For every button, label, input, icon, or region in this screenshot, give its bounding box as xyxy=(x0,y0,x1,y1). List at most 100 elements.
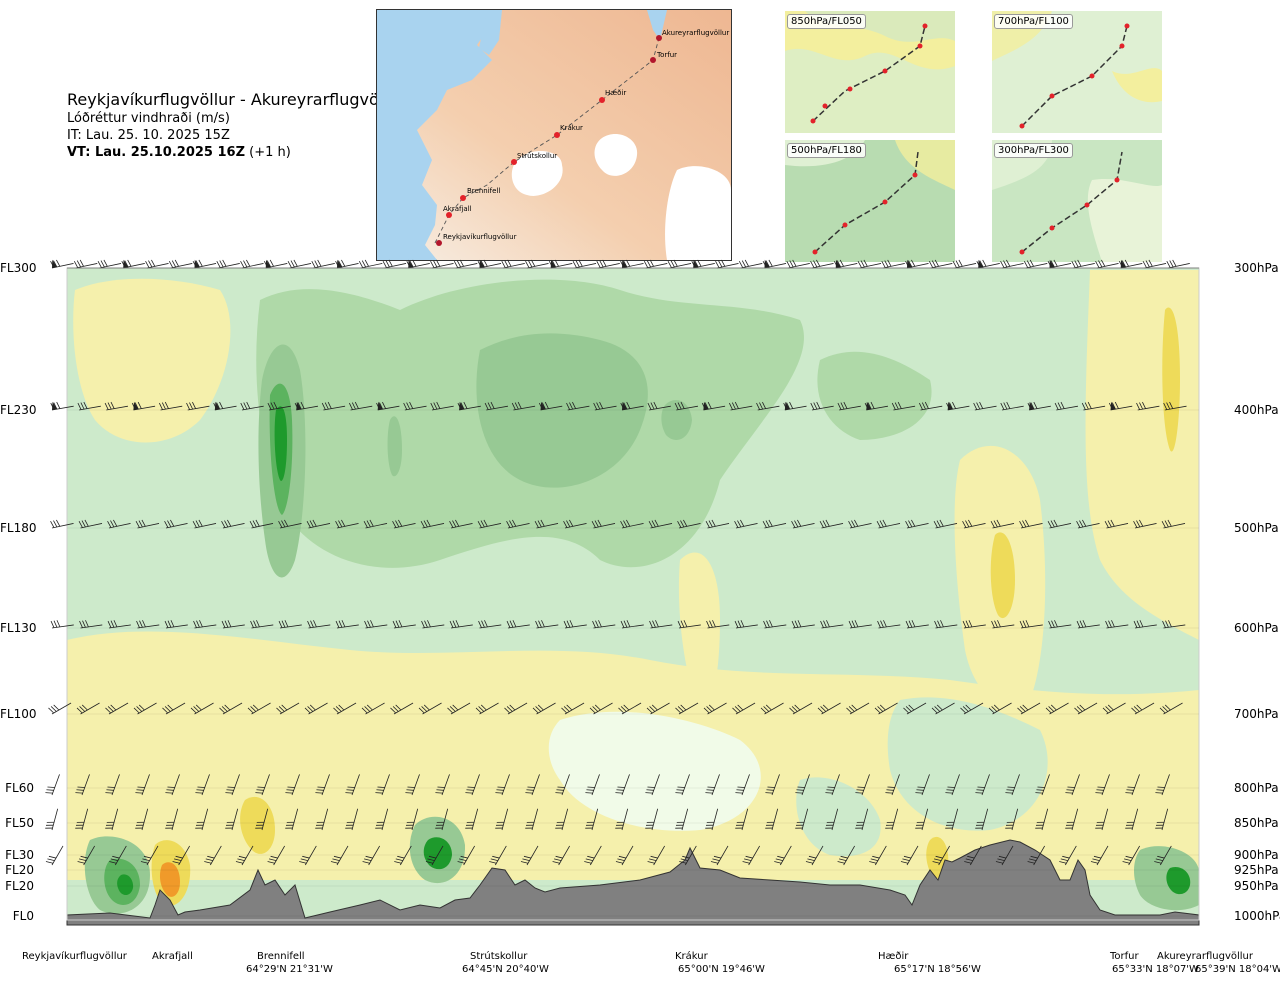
wind-barb xyxy=(1154,845,1172,866)
wind-barb xyxy=(285,808,299,831)
wind-barb xyxy=(563,620,587,629)
wind-barb xyxy=(900,845,919,866)
wind-barb xyxy=(1019,519,1043,529)
wind-barb xyxy=(311,259,335,269)
wind-barb xyxy=(50,620,74,629)
wind-barb xyxy=(675,808,689,831)
wind-barb xyxy=(1125,808,1139,831)
wind-barb xyxy=(362,845,381,866)
wind-barb xyxy=(615,774,630,796)
flight-level-label: FL20 xyxy=(5,879,34,893)
wind-barb xyxy=(820,620,844,629)
wind-barb xyxy=(45,808,59,831)
wind-barb xyxy=(162,702,186,715)
wind-barb xyxy=(643,259,668,269)
wind-barb xyxy=(848,620,872,629)
waypoint-coord: 65°33'N 18°07'W xyxy=(1112,964,1199,975)
flight-level-label: FL300 xyxy=(0,261,37,275)
wind-barb xyxy=(555,808,569,831)
wind-barb xyxy=(1065,774,1080,796)
wind-barb xyxy=(105,808,119,831)
wind-barb xyxy=(705,519,730,529)
wind-barb xyxy=(691,259,715,269)
wind-barb xyxy=(591,519,616,529)
wind-barb xyxy=(285,774,300,796)
wind-barb xyxy=(315,808,329,831)
wind-barb xyxy=(449,620,473,629)
wind-barb xyxy=(506,620,530,629)
wind-barb xyxy=(677,620,701,629)
flight-level-label: FL230 xyxy=(0,403,37,417)
wind-barb xyxy=(263,259,288,269)
wind-barb xyxy=(405,774,420,796)
wind-barb xyxy=(1162,620,1186,629)
wind-barb xyxy=(135,519,160,529)
wind-barb xyxy=(962,519,986,529)
wind-barb xyxy=(255,808,269,831)
wind-barb xyxy=(552,845,571,866)
wind-barb xyxy=(763,620,787,629)
waypoint-name: Strútskollur xyxy=(470,951,528,962)
wind-barb xyxy=(1000,401,1024,411)
wind-barb xyxy=(1047,259,1072,269)
wind-barb xyxy=(105,702,129,715)
wind-barb xyxy=(107,620,131,629)
wind-barb xyxy=(164,620,188,629)
pressure-label: 925hPa xyxy=(1234,863,1279,877)
wind-barb xyxy=(172,845,191,866)
wind-barb xyxy=(133,702,157,715)
wind-barbs xyxy=(45,259,1190,866)
region-up-medium-mid-right xyxy=(990,532,1015,619)
wind-barb xyxy=(738,259,763,269)
wind-barb xyxy=(795,808,809,831)
wind-barb xyxy=(1071,259,1095,269)
wind-barb xyxy=(774,845,792,866)
wind-barb xyxy=(1095,259,1119,269)
pressure-label: 950hPa xyxy=(1234,879,1279,893)
waypoint-name: Akrafjall xyxy=(152,951,193,962)
wind-barb xyxy=(489,845,507,866)
wind-barb xyxy=(931,702,955,715)
region-down-strongest-low2 xyxy=(423,837,452,870)
flight-level-label: FL50 xyxy=(5,816,34,830)
wind-barb xyxy=(247,702,271,715)
wind-barb xyxy=(786,259,810,269)
wind-barb xyxy=(762,519,787,529)
wind-barb xyxy=(1105,620,1129,629)
wind-barb xyxy=(240,401,264,411)
wind-barb xyxy=(825,808,839,831)
level-lines xyxy=(67,267,1199,917)
wind-barb xyxy=(646,702,670,715)
waypoint-coord: 65°17'N 18°56'W xyxy=(894,964,981,975)
region-down-strongest-core xyxy=(274,406,287,481)
pressure-label: 900hPa xyxy=(1234,848,1279,862)
wind-barb xyxy=(1035,808,1049,831)
inset-label: 850hPa/FL050 xyxy=(787,14,866,29)
wind-barb xyxy=(618,702,642,715)
flight-level-label: FL60 xyxy=(5,781,34,795)
wind-barb xyxy=(891,401,916,411)
region-down-very-weak-lower2 xyxy=(796,777,881,857)
issue-time: IT: Lau. 25. 10. 2025 15Z xyxy=(67,128,230,143)
inset-label: 500hPa/FL180 xyxy=(787,143,866,158)
wind-barb xyxy=(647,401,671,411)
wind-barb xyxy=(946,401,970,411)
wind-barb xyxy=(934,620,958,629)
wind-barb xyxy=(742,845,761,866)
title-block: Reykjavíkurflugvöllur - Akureyrarflugvöl… xyxy=(67,90,404,161)
wind-barb xyxy=(219,702,243,715)
wind-barb xyxy=(592,620,616,629)
wind-barb xyxy=(109,845,127,866)
wind-barb xyxy=(299,845,317,866)
wind-barb xyxy=(104,401,129,411)
wind-barb xyxy=(225,774,240,796)
wind-barb xyxy=(394,845,412,866)
wind-barb xyxy=(105,774,120,796)
wind-barb xyxy=(701,401,726,411)
wind-barb xyxy=(964,845,982,866)
wind-barb xyxy=(620,401,644,411)
inset-300hpa: 300hPa/FL300 xyxy=(992,140,1162,262)
wind-barb xyxy=(885,808,899,831)
wind-barb xyxy=(457,845,476,866)
wind-barb xyxy=(131,401,156,411)
